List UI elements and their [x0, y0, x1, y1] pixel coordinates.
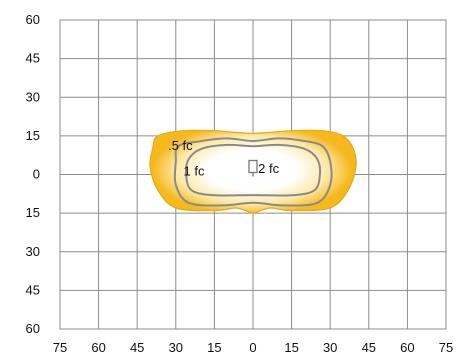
x-axis-ticks: 75 60 45 30 15 0 15 30 45 60 75	[53, 340, 453, 355]
x-tick-label-5: 0	[249, 340, 256, 355]
y-tick-label-3: 15	[26, 128, 40, 143]
x-tick-label-1: 60	[91, 340, 105, 355]
x-tick-label-0: 75	[53, 340, 67, 355]
x-tick-label-10: 75	[439, 340, 453, 355]
grid-lines	[59, 19, 447, 330]
contour-label-0: .5 fc	[168, 138, 193, 153]
y-tick-label-7: 45	[26, 282, 40, 297]
y-tick-label-0: 60	[26, 12, 40, 27]
y-tick-label-6: 30	[26, 244, 40, 259]
isofootcandle-contours	[173, 137, 333, 207]
x-tick-label-2: 45	[130, 340, 144, 355]
illuminated-edge	[149, 129, 357, 214]
y-tick-label-8: 60	[26, 321, 40, 336]
fixture-body	[248, 159, 258, 174]
y-tick-label-2: 30	[26, 89, 40, 104]
contour-label-2: 2 fc	[258, 161, 279, 176]
x-tick-label-9: 60	[400, 340, 414, 355]
y-axis-ticks: 60 45 30 15 0 15 30 45 60	[26, 12, 40, 336]
contour-2-fc	[184, 143, 322, 197]
y-tick-label-5: 15	[26, 205, 40, 220]
x-tick-label-4: 15	[207, 340, 221, 355]
x-tick-label-3: 30	[169, 340, 183, 355]
x-tick-label-7: 30	[323, 340, 337, 355]
fixture-marker	[248, 159, 258, 177]
contour-1-fc	[173, 137, 333, 207]
contour-label-1: 1 fc	[184, 164, 205, 179]
x-tick-label-8: 45	[362, 340, 376, 355]
x-tick-label-6: 15	[284, 340, 298, 355]
y-tick-label-1: 45	[26, 51, 40, 66]
contour-labels: .5 fc 1 fc 2 fc	[168, 138, 280, 179]
y-tick-label-4: 0	[33, 167, 40, 182]
